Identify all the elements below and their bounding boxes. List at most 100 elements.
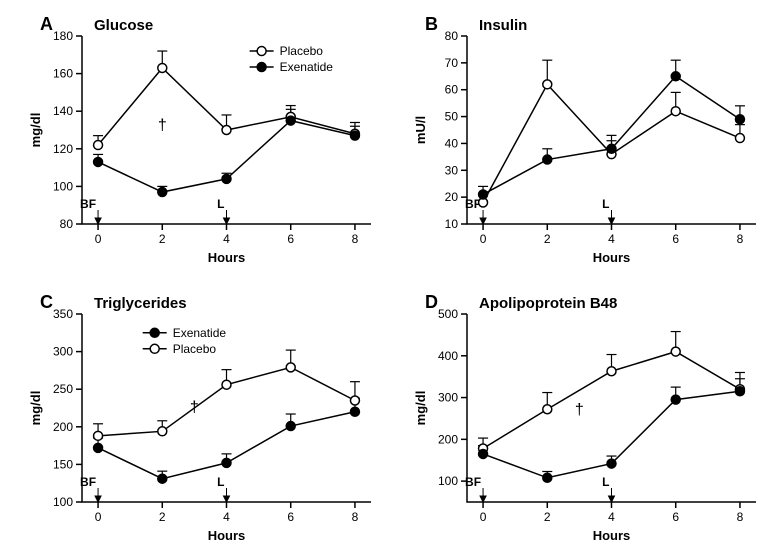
meal-arrow-icon xyxy=(224,218,230,224)
meal-arrow-icon xyxy=(224,496,230,502)
dagger-icon: † xyxy=(575,401,584,418)
x-tick-label: 8 xyxy=(737,232,744,246)
legend-label: Placebo xyxy=(173,342,217,356)
meal-label-lunch: L xyxy=(217,197,224,211)
y-tick-label: 120 xyxy=(53,142,73,156)
legend-marker-icon xyxy=(150,344,159,353)
y-tick-label: 400 xyxy=(438,349,458,363)
marker-exenatide xyxy=(607,459,616,468)
x-tick-label: 2 xyxy=(544,232,551,246)
marker-exenatide xyxy=(286,422,295,431)
y-tick-label: 20 xyxy=(445,190,459,204)
meal-arrow-icon xyxy=(480,218,486,224)
y-tick-label: 80 xyxy=(445,29,459,43)
marker-exenatide xyxy=(158,474,167,483)
panel-letter: D xyxy=(425,292,438,312)
panel-letter: C xyxy=(40,292,53,312)
x-tick-label: 0 xyxy=(480,232,487,246)
y-tick-label: 50 xyxy=(445,110,459,124)
series-line-exenatide xyxy=(98,412,355,479)
y-axis-label: mg/dl xyxy=(28,391,43,426)
marker-placebo xyxy=(222,126,231,135)
x-axis-label: Hours xyxy=(593,528,631,543)
x-tick-label: 0 xyxy=(95,510,102,524)
marker-placebo xyxy=(543,405,552,414)
marker-placebo xyxy=(158,427,167,436)
marker-placebo xyxy=(94,431,103,440)
panel-A: 8010012014016018002468mg/dlHoursAGlucose… xyxy=(20,8,385,270)
panel-letter: A xyxy=(40,14,53,34)
y-tick-label: 70 xyxy=(445,56,459,70)
marker-exenatide xyxy=(350,407,359,416)
y-tick-label: 30 xyxy=(445,163,459,177)
y-tick-label: 300 xyxy=(53,345,73,359)
legend-label: Placebo xyxy=(280,44,324,58)
x-tick-label: 2 xyxy=(159,510,166,524)
x-tick-label: 8 xyxy=(352,510,359,524)
meal-arrow-icon xyxy=(480,496,486,502)
marker-exenatide xyxy=(543,155,552,164)
marker-placebo xyxy=(222,380,231,389)
marker-exenatide xyxy=(671,72,680,81)
y-tick-label: 180 xyxy=(53,29,73,43)
y-axis-label: mU/l xyxy=(413,116,428,144)
marker-exenatide xyxy=(286,116,295,125)
y-tick-label: 80 xyxy=(60,217,74,231)
marker-exenatide xyxy=(735,387,744,396)
panel-letter: B xyxy=(425,14,438,34)
x-tick-label: 6 xyxy=(672,510,679,524)
x-axis-label: Hours xyxy=(208,528,246,543)
meal-label-bf: BF xyxy=(80,475,96,489)
x-axis-label: Hours xyxy=(208,250,246,265)
marker-exenatide xyxy=(350,131,359,140)
y-tick-label: 100 xyxy=(438,474,458,488)
legend-marker-icon xyxy=(257,47,266,56)
marker-exenatide xyxy=(222,174,231,183)
x-tick-label: 6 xyxy=(287,510,294,524)
y-axis-label: mg/dl xyxy=(413,391,428,426)
marker-exenatide xyxy=(94,443,103,452)
panel-C: 10015020025030035002468mg/dlHoursCTrigly… xyxy=(20,286,385,548)
y-tick-label: 60 xyxy=(445,83,459,97)
x-tick-label: 4 xyxy=(608,510,615,524)
meal-label-lunch: L xyxy=(602,475,609,489)
x-tick-label: 4 xyxy=(223,510,230,524)
meal-label-lunch: L xyxy=(602,197,609,211)
marker-exenatide xyxy=(543,473,552,482)
y-tick-label: 40 xyxy=(445,136,459,150)
meal-label-bf: BF xyxy=(465,475,481,489)
panel-title: Insulin xyxy=(479,17,527,34)
panel-title: Apolipoprotein B48 xyxy=(479,295,617,312)
y-tick-label: 250 xyxy=(53,382,73,396)
x-tick-label: 6 xyxy=(287,232,294,246)
x-axis-label: Hours xyxy=(593,250,631,265)
axes xyxy=(82,314,371,502)
y-tick-label: 200 xyxy=(438,432,458,446)
x-tick-label: 0 xyxy=(95,232,102,246)
marker-exenatide xyxy=(479,190,488,199)
meal-arrow-icon xyxy=(609,496,615,502)
axes xyxy=(467,36,756,224)
panel-title: Glucose xyxy=(94,17,153,34)
marker-placebo xyxy=(543,80,552,89)
meal-arrow-icon xyxy=(609,218,615,224)
y-tick-label: 350 xyxy=(53,307,73,321)
marker-placebo xyxy=(671,347,680,356)
marker-exenatide xyxy=(671,395,680,404)
marker-placebo xyxy=(671,107,680,116)
legend-marker-icon xyxy=(257,63,266,72)
panel-title: Triglycerides xyxy=(94,295,187,312)
x-tick-label: 4 xyxy=(223,232,230,246)
marker-placebo xyxy=(735,134,744,143)
legend-marker-icon xyxy=(150,328,159,337)
x-tick-label: 6 xyxy=(672,232,679,246)
x-tick-label: 2 xyxy=(159,232,166,246)
marker-exenatide xyxy=(479,449,488,458)
dagger-icon: † xyxy=(190,399,199,416)
panel-D: 10020030040050002468mg/dlHoursDApolipopr… xyxy=(405,286,770,548)
axes xyxy=(467,314,756,502)
marker-exenatide xyxy=(158,188,167,197)
meal-label-lunch: L xyxy=(217,475,224,489)
y-tick-label: 300 xyxy=(438,391,458,405)
marker-exenatide xyxy=(607,144,616,153)
